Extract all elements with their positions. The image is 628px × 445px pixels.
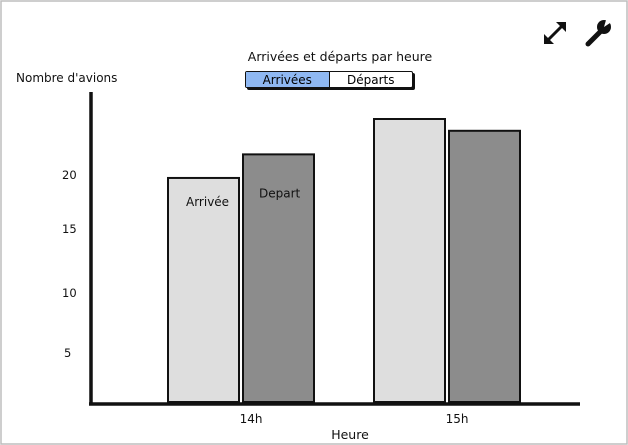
y-tick-label-15: 15	[62, 222, 77, 236]
chart-title: Arrivées et départs par heure	[248, 49, 433, 64]
wrench-icon[interactable]	[582, 17, 614, 49]
expand-arrows-icon[interactable]	[540, 18, 570, 48]
y-tick-label-20: 20	[62, 168, 77, 182]
bar-15h-series-1	[448, 129, 521, 404]
toggle-arrivees[interactable]: Arrivées	[246, 72, 330, 87]
bar-14h-series-1	[242, 153, 315, 403]
bars-layer: Arrivée Depart	[167, 118, 521, 404]
x-tick-label-14h: 14h	[240, 412, 263, 426]
x-tick-label-15h: 15h	[446, 412, 469, 426]
y-tick-label-10: 10	[62, 286, 77, 300]
bar-15h-series-0	[373, 118, 446, 403]
toggle-departs[interactable]: Départs	[347, 72, 395, 87]
bar-label-14h-series-0: Arrivée	[186, 195, 229, 209]
y-axis-label: Nombre d'avions	[16, 71, 117, 85]
x-axis-label: Heure	[331, 427, 369, 442]
ticks-layer: 14h 15h 5 10 15 20	[62, 168, 468, 426]
bar-label-14h-series-1: Depart	[259, 186, 301, 200]
series-toggle: Arrivées Départs	[245, 71, 413, 88]
y-tick-label-5: 5	[64, 346, 71, 360]
bar-14h-series-0	[167, 176, 240, 403]
